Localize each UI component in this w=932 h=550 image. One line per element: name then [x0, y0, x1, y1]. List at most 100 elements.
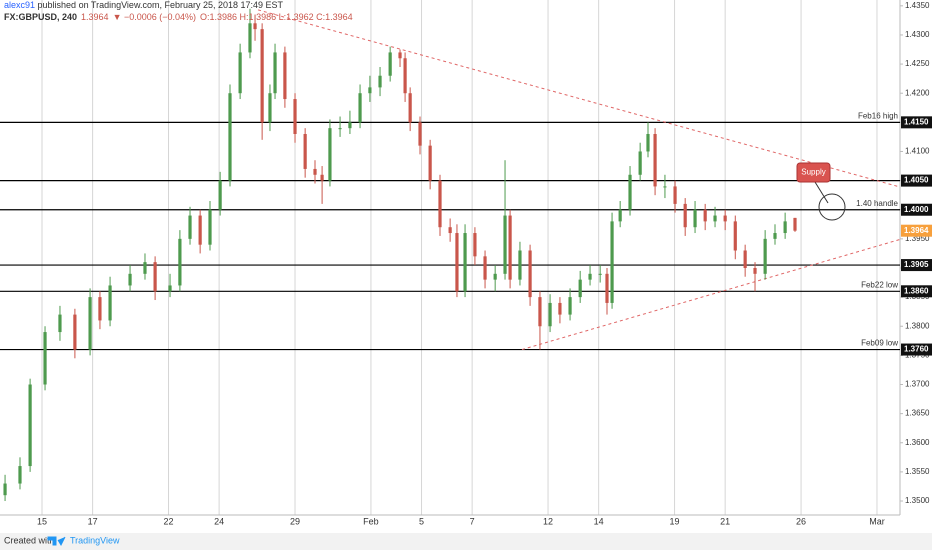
x-tick-label: 7	[470, 516, 475, 526]
candle-body	[198, 215, 202, 245]
candle-body	[610, 221, 614, 303]
x-tick-label: Feb	[363, 516, 379, 526]
candle-body	[733, 221, 737, 251]
price: 1.3964	[81, 12, 109, 22]
level-price-label: 1.3905	[904, 260, 929, 269]
y-tick-label: 1.3550	[905, 467, 930, 476]
candle-body	[128, 273, 132, 286]
y-tick-label: 1.3800	[905, 321, 930, 330]
candle-body	[538, 297, 542, 327]
candle-body	[378, 75, 382, 88]
candle-body	[753, 267, 757, 274]
y-tick-label: 1.3650	[905, 409, 930, 418]
y-tick-label: 1.3700	[905, 380, 930, 389]
level-price-box	[901, 285, 932, 298]
candle-body	[218, 180, 222, 210]
x-tick-label: 22	[164, 516, 174, 526]
candle-body	[28, 384, 32, 467]
candle-body	[348, 122, 352, 129]
candle-body	[368, 87, 372, 94]
candle-body	[558, 302, 562, 315]
header-line-2: FX:GBPUSD, 240 1.3964 ▼ −0.0006 (−0.04%) O:…	[4, 12, 353, 22]
candle-body	[338, 128, 342, 130]
candle-body	[253, 23, 257, 30]
candle-body	[598, 273, 602, 275]
level-price-box	[901, 343, 932, 356]
candle-body	[528, 250, 532, 298]
candle-body	[228, 93, 232, 181]
x-tick-label: 21	[720, 516, 730, 526]
candle-body	[18, 466, 22, 484]
candle-body	[683, 203, 687, 228]
candle-body	[463, 233, 467, 292]
supply-callout: Supply	[796, 162, 846, 221]
candle-body	[260, 29, 264, 123]
candle-body	[328, 128, 332, 181]
candle-body	[188, 215, 192, 239]
candle-body	[98, 297, 102, 321]
y-tick-label: 1.4100	[905, 147, 930, 156]
x-tick-label: 14	[594, 516, 604, 526]
candle-body	[398, 52, 402, 59]
candle-body	[793, 217, 797, 231]
symbol: FX:GBPUSD, 240	[4, 12, 77, 22]
candle-body	[73, 314, 77, 350]
x-tick-label: 26	[796, 516, 806, 526]
candle-body	[108, 285, 112, 321]
candle-body	[628, 174, 632, 210]
candle-body	[178, 238, 182, 286]
level-price-label: 1.4050	[904, 176, 929, 185]
x-tick-label: 15	[37, 516, 47, 526]
candle-body	[548, 302, 552, 327]
published: published on TradingView.com, February 2…	[35, 0, 283, 10]
supply-circle	[818, 193, 846, 221]
candle-body	[303, 133, 307, 169]
candle-body	[248, 23, 252, 53]
candle-body	[673, 186, 677, 204]
x-tick-label: 17	[88, 516, 98, 526]
candle-body	[283, 52, 287, 100]
candle-body	[448, 227, 452, 234]
brand-logo	[47, 536, 66, 547]
level-price-label: 1.3860	[904, 286, 929, 295]
candle-body	[605, 273, 609, 303]
level-name: Feb09 low	[861, 339, 898, 348]
candle-body	[403, 58, 407, 94]
candle-body	[723, 215, 727, 222]
x-tick-label: 29	[290, 516, 300, 526]
candle-body	[508, 215, 512, 280]
x-tick-label: 5	[419, 516, 424, 526]
level-name: 1.40 handle	[856, 199, 898, 208]
candle-body	[743, 250, 747, 268]
level-price-label: 1.3760	[904, 345, 929, 354]
candle-body	[588, 273, 592, 280]
author[interactable]: alexc91	[4, 0, 35, 10]
level-price-box	[901, 174, 932, 187]
candle-body	[773, 233, 777, 239]
y-tick-label: 1.4250	[905, 59, 930, 68]
candle-body	[518, 250, 522, 280]
change: ▼ −0.0006 (−0.04%)	[113, 12, 196, 22]
y-tick-label: 1.3950	[905, 234, 930, 243]
candle-body	[618, 209, 622, 222]
candle-body	[763, 238, 767, 274]
level-name: Feb22 low	[861, 280, 898, 289]
level-price-label: 1.4150	[904, 117, 929, 126]
candle-body	[418, 122, 422, 146]
candle-body	[438, 180, 442, 228]
candle-body	[88, 297, 92, 350]
footer-brand[interactable]: TradingView	[70, 535, 120, 545]
level-price-box	[901, 116, 932, 129]
candle-body	[358, 93, 362, 123]
callout-pointer	[814, 181, 829, 204]
level-price-box	[901, 203, 932, 216]
ohlc: O:1.3986 H:1.3986 L:1.3962 C:1.3964	[200, 12, 353, 22]
x-tick-label: 19	[670, 516, 680, 526]
candle-body	[473, 233, 477, 257]
grid	[41, 0, 878, 515]
candle-body	[493, 273, 497, 280]
candle-body	[238, 52, 242, 94]
current-price-box	[901, 224, 932, 237]
candle-body	[43, 332, 47, 385]
